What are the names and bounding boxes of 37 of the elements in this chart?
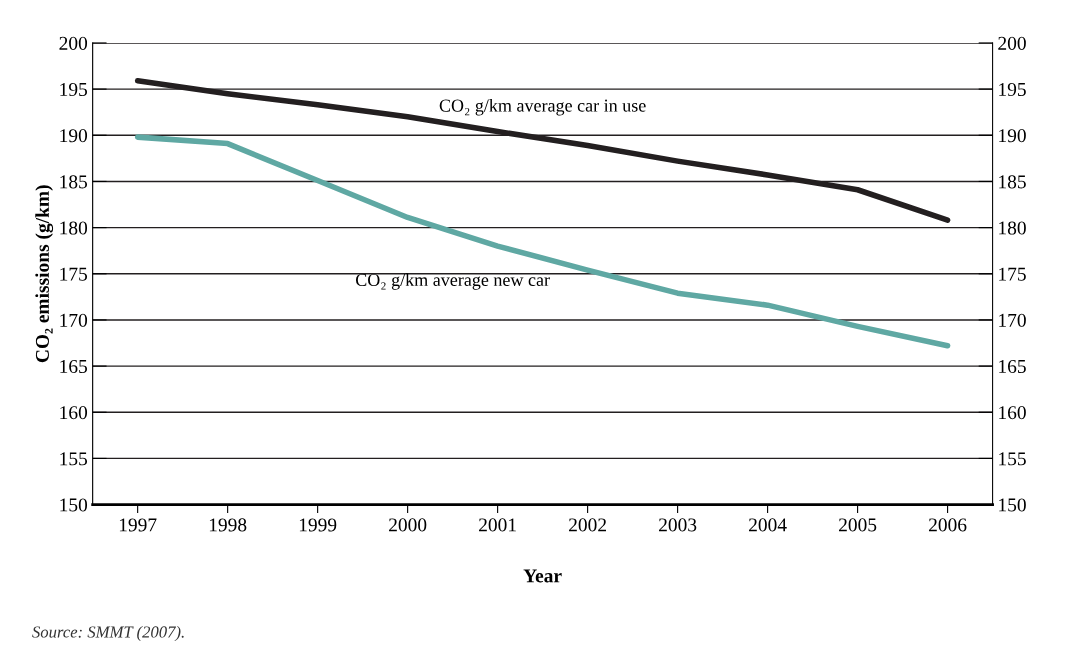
y-tick-label: 150 (60, 498, 88, 512)
y-tick-label: 200 (59, 36, 88, 50)
source-note: Source: SMMT (2007). (32, 625, 184, 641)
x-tick-label: 2002 (569, 518, 606, 532)
x-tick-label: 1997 (119, 518, 157, 532)
x-tick-label: 2005 (839, 518, 877, 532)
y2-tick-label: 175 (999, 267, 1026, 281)
y-tick-label: 160 (60, 406, 88, 420)
y-axis-title: CO₂ emissions (g/km) (35, 185, 54, 363)
y2-tick-label: 185 (999, 175, 1026, 189)
x-tick-label: 2000 (389, 518, 427, 532)
y2-tick-label: 160 (999, 406, 1026, 420)
x-axis-title: Year (523, 569, 562, 583)
x-tick-label: 2006 (928, 518, 967, 532)
y2-tick-label: 150 (999, 498, 1026, 512)
y2-tick-label: 195 (999, 82, 1026, 97)
y-tick-label: 190 (60, 129, 88, 143)
x-tick-label: 2001 (479, 518, 516, 532)
y-tick-label: 175 (60, 267, 88, 281)
y2-tick-label: 165 (999, 359, 1026, 374)
y2-tick-label: 155 (999, 452, 1026, 466)
y-tick-label: 195 (60, 82, 88, 97)
y-tick-label: 155 (60, 452, 88, 466)
y2-tick-label: 170 (999, 313, 1026, 327)
y2-tick-label: 180 (999, 221, 1026, 235)
series-label: CO₂ g/km average new car (355, 273, 550, 290)
y-tick-label: 185 (60, 175, 88, 189)
y-tick-label: 170 (60, 313, 88, 327)
x-tick-label: 1999 (299, 518, 337, 532)
y-tick-label: 180 (60, 221, 88, 235)
y-tick-label: 165 (60, 359, 88, 374)
x-tick-label: 1998 (209, 518, 247, 532)
series-label: CO₂ g/km average car in use (439, 99, 646, 116)
x-tick-label: 2004 (749, 518, 787, 532)
y2-tick-label: 200 (998, 36, 1026, 50)
x-tick-label: 2003 (659, 518, 697, 532)
y2-tick-label: 190 (999, 129, 1026, 143)
